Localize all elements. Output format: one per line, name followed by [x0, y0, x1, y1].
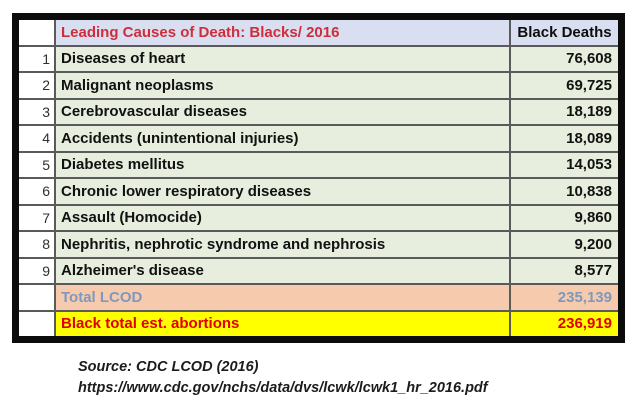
row-rank: 5	[19, 152, 54, 177]
row-cause: Nephritis, nephrotic syndrome and nephro…	[56, 232, 509, 257]
total-row-blank	[19, 285, 54, 310]
row-deaths: 10,838	[511, 179, 618, 204]
corner-cell	[19, 20, 54, 45]
abortions-row-blank	[19, 311, 54, 336]
table-title: Leading Causes of Death: Blacks/ 2016	[56, 20, 509, 45]
leading-causes-table: Leading Causes of Death: Blacks/ 2016 Bl…	[12, 13, 625, 343]
row-deaths: 9,200	[511, 232, 618, 257]
row-rank: 8	[19, 232, 54, 257]
row-cause: Malignant neoplasms	[56, 73, 509, 98]
source-citation: Source: CDC LCOD (2016) https://www.cdc.…	[78, 357, 488, 399]
row-rank: 7	[19, 205, 54, 230]
row-cause: Diabetes mellitus	[56, 152, 509, 177]
row-rank: 6	[19, 179, 54, 204]
row-deaths: 76,608	[511, 46, 618, 71]
row-rank: 1	[19, 46, 54, 71]
row-cause: Alzheimer's disease	[56, 258, 509, 283]
total-lcod-label: Total LCOD	[56, 285, 509, 310]
row-rank: 2	[19, 73, 54, 98]
row-deaths: 9,860	[511, 205, 618, 230]
abortions-label: Black total est. abortions	[56, 311, 509, 336]
source-url: https://www.cdc.gov/nchs/data/dvs/lcwk/l…	[78, 380, 488, 397]
row-rank: 9	[19, 258, 54, 283]
row-deaths: 69,725	[511, 73, 618, 98]
row-cause: Accidents (unintentional injuries)	[56, 126, 509, 151]
deaths-column-header: Black Deaths	[511, 20, 618, 45]
row-cause: Diseases of heart	[56, 46, 509, 71]
source-line: Source: CDC LCOD (2016)	[78, 359, 259, 375]
row-deaths: 18,189	[511, 99, 618, 124]
row-cause: Chronic lower respiratory diseases	[56, 179, 509, 204]
abortions-value: 236,919	[511, 311, 618, 336]
row-deaths: 18,089	[511, 126, 618, 151]
row-rank: 3	[19, 99, 54, 124]
row-cause: Cerebrovascular diseases	[56, 99, 509, 124]
row-rank: 4	[19, 126, 54, 151]
row-cause: Assault (Homocide)	[56, 205, 509, 230]
row-deaths: 14,053	[511, 152, 618, 177]
total-lcod-value: 235,139	[511, 285, 618, 310]
row-deaths: 8,577	[511, 258, 618, 283]
